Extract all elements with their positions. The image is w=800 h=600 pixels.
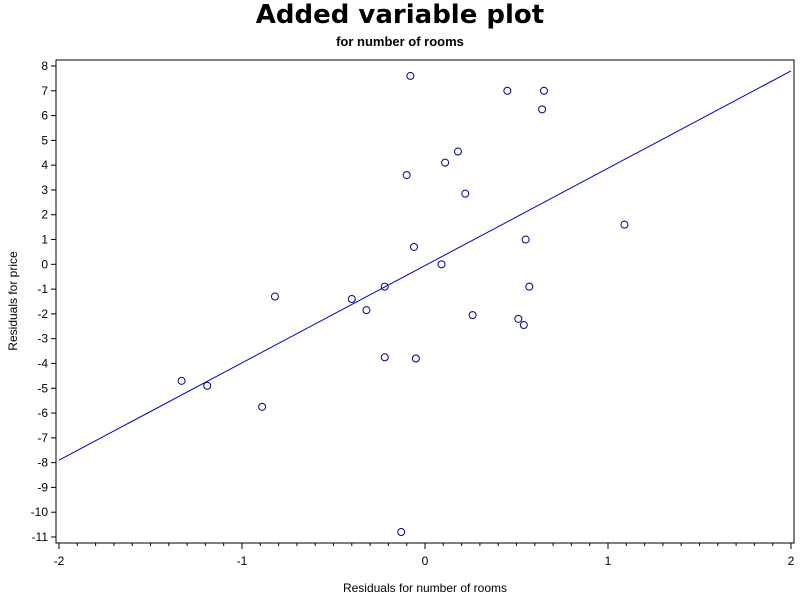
data-point	[411, 354, 420, 363]
x-tick-label: -1	[237, 554, 248, 568]
data-point	[270, 292, 279, 301]
y-tick-label: -3	[37, 332, 48, 346]
data-point	[441, 158, 450, 167]
y-tick-label: -6	[37, 406, 48, 420]
fit-line	[58, 70, 792, 461]
data-point	[519, 321, 528, 330]
x-axis-label: Residuals for number of rooms	[343, 581, 507, 595]
y-tick-label: -10	[31, 505, 49, 519]
data-point	[402, 171, 411, 180]
data-point	[437, 260, 446, 269]
y-tick-label: -8	[37, 456, 48, 470]
data-point	[397, 528, 406, 537]
data-point	[406, 71, 415, 80]
y-tick-label: -2	[37, 307, 48, 321]
y-tick-label: -7	[37, 431, 48, 445]
data-point	[503, 86, 512, 95]
y-tick-label: -11	[32, 530, 49, 544]
x-tick-label: 2	[788, 554, 795, 568]
data-point	[347, 295, 356, 304]
data-point	[538, 105, 547, 114]
data-point	[521, 235, 530, 244]
data-point	[461, 189, 470, 198]
y-tick-label: 1	[41, 233, 48, 247]
data-point	[514, 314, 523, 323]
y-tick-label: 8	[41, 59, 48, 73]
chart-subtitle: for number of rooms	[336, 34, 464, 49]
data-point	[410, 242, 419, 251]
y-tick-label: 6	[41, 109, 48, 123]
data-point	[468, 311, 477, 320]
y-tick-label: 2	[41, 208, 48, 222]
y-tick-label: 3	[41, 183, 48, 197]
data-point	[380, 353, 389, 362]
x-tick-label: 0	[422, 554, 429, 568]
y-tick-label: 5	[41, 133, 48, 147]
y-tick-label: 7	[41, 84, 48, 98]
plot-frame	[55, 59, 795, 544]
y-tick-label: -9	[37, 480, 48, 494]
y-tick-label: 0	[41, 257, 48, 271]
y-tick-label: 4	[41, 158, 48, 172]
data-point	[620, 220, 629, 229]
data-point	[539, 86, 548, 95]
x-tick-label: 1	[605, 554, 612, 568]
data-point	[203, 381, 212, 390]
data-point	[177, 376, 186, 385]
data-point	[525, 282, 534, 291]
data-point	[453, 147, 462, 156]
data-point	[380, 282, 389, 291]
y-axis-label: Residuals for price	[6, 251, 20, 351]
y-tick-label: -4	[37, 356, 48, 370]
data-point	[258, 402, 267, 411]
data-point	[362, 306, 371, 315]
y-tick-label: -1	[37, 282, 48, 296]
fit-line-layer	[58, 70, 792, 461]
chart-title: Added variable plot	[255, 0, 545, 30]
x-tick-label: -2	[54, 554, 65, 568]
points-layer	[177, 71, 629, 537]
y-tick-label: -5	[37, 381, 48, 395]
